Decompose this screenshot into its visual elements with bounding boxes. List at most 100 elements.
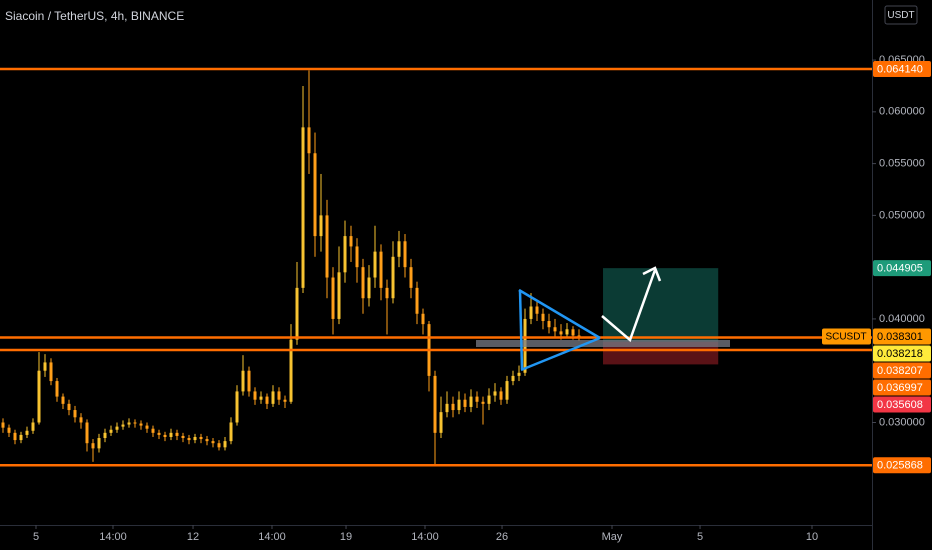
candle-body bbox=[397, 241, 401, 257]
candle-body bbox=[259, 396, 263, 400]
candle-body bbox=[487, 395, 491, 404]
price-label-box bbox=[873, 60, 931, 77]
price-label: 0.025868 bbox=[877, 460, 923, 472]
candle-body bbox=[469, 396, 473, 407]
arrow-head bbox=[642, 266, 662, 282]
candle-body bbox=[121, 424, 125, 427]
trend-line bbox=[520, 336, 601, 372]
x-tick-label: 19 bbox=[340, 531, 352, 543]
candle-body bbox=[193, 436, 197, 441]
candle-body bbox=[535, 306, 539, 314]
candle-body bbox=[91, 443, 95, 449]
candle-body bbox=[55, 381, 59, 397]
price-label: 0.035608 bbox=[877, 399, 923, 411]
candle-body bbox=[85, 422, 89, 444]
candle-body bbox=[229, 422, 233, 442]
candle-body bbox=[511, 375, 515, 382]
axis-layer: 0.0650000.0600000.0550000.0500000.040000… bbox=[33, 54, 931, 543]
candle-body bbox=[301, 127, 305, 288]
arrow-path bbox=[601, 269, 657, 343]
candle-body bbox=[439, 412, 443, 433]
candle-body bbox=[115, 426, 119, 430]
candle-body bbox=[205, 439, 209, 442]
candle-body bbox=[247, 370, 251, 392]
currency-box[interactable] bbox=[884, 5, 918, 25]
candle-body bbox=[505, 381, 509, 400]
candle-body bbox=[241, 370, 245, 392]
candle-body bbox=[133, 422, 137, 424]
candle-body bbox=[475, 396, 479, 402]
candle-body bbox=[169, 432, 173, 437]
y-tick-label: 0.040000 bbox=[879, 313, 925, 325]
candle-body bbox=[493, 391, 497, 396]
candle-body bbox=[391, 256, 395, 299]
candle-body bbox=[553, 327, 557, 332]
candle-body bbox=[367, 277, 371, 299]
candle-body bbox=[217, 443, 221, 448]
candle-body bbox=[283, 399, 287, 402]
price-label-box bbox=[873, 379, 931, 396]
y-tick-label: 0.055000 bbox=[879, 158, 925, 170]
price-label-box bbox=[873, 345, 931, 362]
x-tick-label: 5 bbox=[33, 531, 39, 543]
price-label-box bbox=[873, 328, 931, 345]
candle-body bbox=[43, 362, 47, 371]
levels-layer bbox=[0, 67, 872, 467]
candle-body bbox=[325, 215, 329, 278]
candle-body bbox=[103, 432, 107, 439]
candle-body bbox=[307, 127, 311, 154]
candle-body bbox=[289, 339, 293, 402]
candle-body bbox=[337, 272, 341, 319]
candle-body bbox=[499, 391, 503, 400]
x-tick-label: 14:00 bbox=[411, 531, 439, 543]
candle-body bbox=[313, 153, 317, 237]
candle-body bbox=[481, 401, 485, 404]
candle-body bbox=[145, 425, 149, 429]
entry-band bbox=[476, 340, 730, 347]
candle-body bbox=[97, 438, 101, 449]
candle-body bbox=[199, 436, 203, 440]
candle-body bbox=[25, 430, 29, 435]
candle-body bbox=[157, 432, 161, 435]
price-label-box bbox=[873, 457, 931, 474]
price-label: 0.036997 bbox=[877, 382, 923, 394]
currency-label[interactable]: USDT bbox=[887, 10, 914, 21]
candle-body bbox=[343, 236, 347, 273]
candle-body bbox=[151, 428, 155, 433]
candle-body bbox=[433, 375, 437, 433]
candle-body bbox=[547, 321, 551, 328]
candle-body bbox=[295, 287, 299, 340]
arrow-drawing bbox=[601, 266, 662, 343]
x-tick-label: 14:00 bbox=[99, 531, 127, 543]
candle-body bbox=[67, 403, 71, 411]
candle-body bbox=[109, 429, 113, 433]
price-label-box bbox=[873, 260, 931, 277]
candle-body bbox=[31, 422, 35, 431]
candle-body bbox=[445, 403, 449, 413]
candle-body bbox=[517, 372, 521, 376]
candle-body bbox=[403, 241, 407, 268]
candle-body bbox=[349, 236, 353, 247]
candle-body bbox=[163, 434, 167, 437]
candle-body bbox=[235, 391, 239, 423]
price-label: 0.038301 bbox=[877, 331, 923, 343]
candle-body bbox=[13, 432, 17, 441]
x-tick-label: 12 bbox=[187, 531, 199, 543]
candle-body bbox=[181, 435, 185, 439]
stop-zone bbox=[603, 341, 719, 365]
symbol-label: SCUSDT bbox=[825, 332, 866, 343]
price-label-box bbox=[873, 362, 931, 379]
candle-body bbox=[1, 422, 5, 428]
candle-body bbox=[187, 438, 191, 441]
candle-body bbox=[61, 396, 65, 404]
price-label-box bbox=[873, 396, 931, 413]
candle-body bbox=[175, 432, 179, 436]
candle-body bbox=[565, 329, 569, 335]
price-label: 0.044905 bbox=[877, 263, 923, 275]
triangle-drawing bbox=[518, 288, 601, 372]
candle-body bbox=[331, 277, 335, 319]
y-tick-label: 0.050000 bbox=[879, 209, 925, 221]
candle-body bbox=[139, 423, 143, 426]
trend-line bbox=[518, 289, 524, 370]
